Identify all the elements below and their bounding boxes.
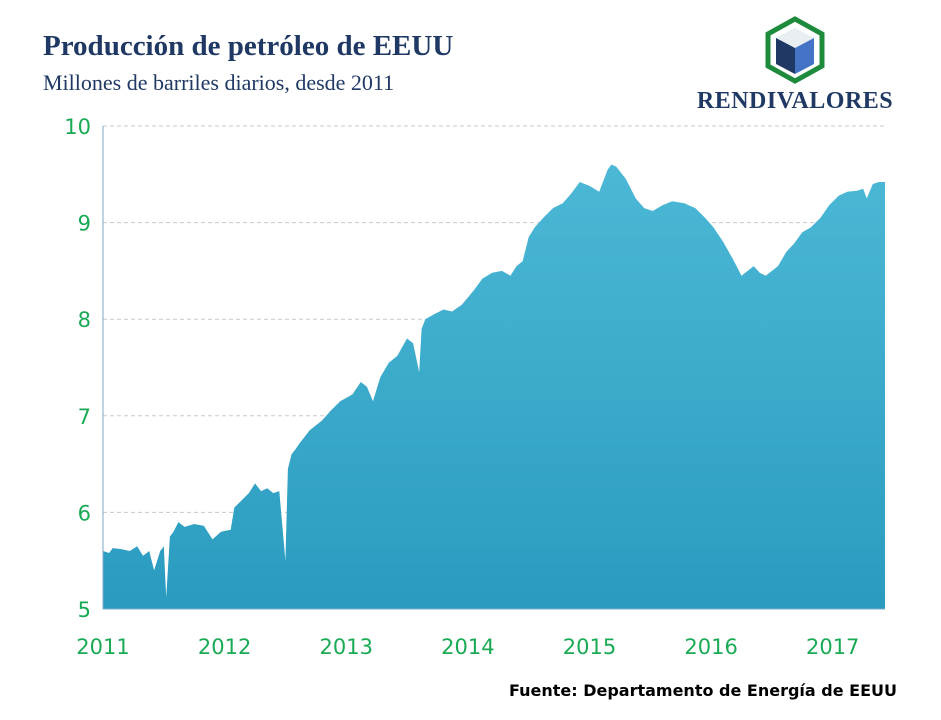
axis-ticks: 5 6 7 8 9 10 2011 2012 2013 2014 2015 2016 2017 <box>64 115 859 659</box>
x-tick-label: 2016 <box>684 635 737 659</box>
y-tick-label: 6 <box>78 501 91 525</box>
x-tick-label: 2013 <box>320 635 373 659</box>
logo-text: RENDIVALORES <box>696 88 894 114</box>
chart-subtitle: Millones de barriles diarios, desde 2011 <box>43 70 395 95</box>
y-tick-label: 10 <box>64 115 91 139</box>
x-tick-label: 2014 <box>441 635 494 659</box>
chart-title: Producción de petróleo de EEUU <box>43 30 454 62</box>
x-tick-label: 2012 <box>198 635 251 659</box>
x-tick-label: 2011 <box>76 635 129 659</box>
x-tick-label: 2015 <box>563 635 616 659</box>
area-series <box>103 164 885 609</box>
y-tick-label: 8 <box>78 308 91 332</box>
x-tick-label: 2017 <box>806 635 859 659</box>
rendivalores-logo: RENDIVALORES <box>690 16 900 116</box>
cube-logo-icon <box>765 16 825 84</box>
y-tick-label: 5 <box>78 598 91 622</box>
y-tick-label: 9 <box>78 212 91 236</box>
y-tick-label: 7 <box>78 405 91 429</box>
source-note: Fuente: Departamento de Energía de EEUU <box>508 681 897 700</box>
